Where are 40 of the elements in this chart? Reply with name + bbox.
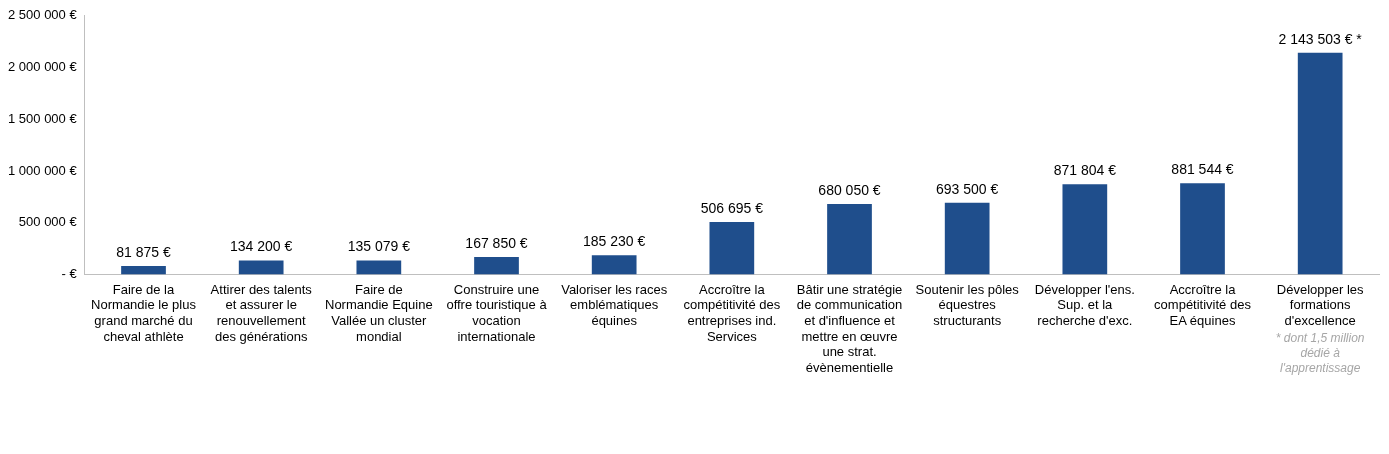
data-label: 167 850 € (465, 234, 528, 251)
x-tick-label: Soutenir les pôles équestres structurants (915, 281, 1020, 328)
data-label: 881 544 € (1171, 161, 1234, 178)
data-label: 134 200 € (230, 238, 293, 255)
y-tick-label: - € (61, 265, 78, 281)
y-tick-label: 1 000 000 € (7, 162, 78, 178)
y-tick-label: 500 000 € (18, 214, 78, 230)
text: * dont 1,5 million dédié à l'apprentissage (1275, 330, 1365, 375)
x-tick-label: Développer l'ens. Sup. et la recherche d'exc. (1034, 281, 1135, 328)
x-tick-label: Bâtir une stratégie de communication et d'influence et mettre en œuvre une strat. évènementielle (796, 281, 903, 375)
bar (1180, 183, 1225, 275)
data-label: 2 143 503 € * (1278, 30, 1363, 47)
data-label: 693 500 € (936, 180, 999, 197)
bar (474, 257, 519, 275)
data-label: 135 079 € (347, 238, 411, 255)
x-tick-label: Développer les formations d'excellence (1276, 281, 1365, 328)
x-tick-label: Accroître la compétitivité des entreprises ind. Services (683, 281, 781, 344)
data-label: 81 875 € (116, 243, 171, 260)
x-tick-label: Attirer des talents et assurer le renouvellement des générations (210, 281, 313, 344)
bar (944, 202, 990, 275)
x-tick-label: Faire de Normandie Equine Vallée un cluster mondial (325, 281, 433, 344)
x-tick-label: Construire une offre touristique à vocation internationale (446, 281, 548, 344)
bar (238, 260, 284, 275)
data-label: 871 804 € (1053, 162, 1117, 179)
y-tick-label: 1 500 000 € (7, 110, 78, 126)
bar (709, 221, 755, 275)
bar (356, 260, 402, 275)
data-label: 185 230 € (583, 233, 646, 250)
y-tick-label: 2 000 000 € (7, 59, 78, 75)
bar (591, 255, 637, 275)
data-label: 680 050 € (818, 181, 881, 198)
data-label: 506 695 € (700, 199, 764, 216)
x-tick-label: Valoriser les races emblématiques équines (561, 281, 668, 328)
bar (1062, 184, 1108, 275)
bar (121, 265, 166, 275)
bar (1297, 52, 1343, 275)
bar (827, 204, 872, 275)
x-tick-label: Accroître la compétitivité des EA équines (1154, 281, 1252, 328)
x-tick-label: Faire de la Normandie le plus grand marché du cheval athlète (91, 281, 197, 344)
y-tick-label: 2 500 000 € (7, 7, 78, 23)
